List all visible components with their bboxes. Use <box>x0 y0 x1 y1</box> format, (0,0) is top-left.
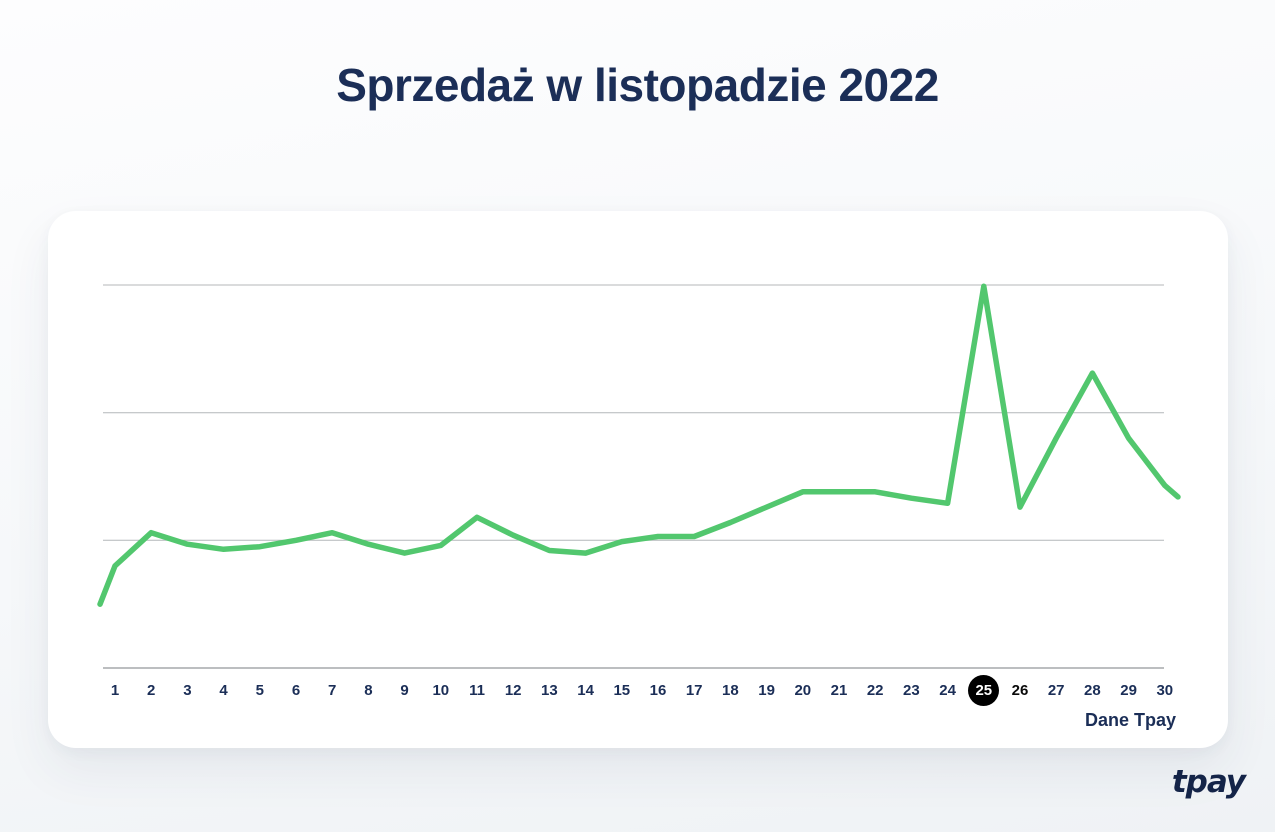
source-label: Dane Tpay <box>1084 710 1176 730</box>
x-axis-label: 21 <box>830 682 848 699</box>
day-25-badge: 25 <box>968 675 1000 706</box>
x-axis-label: 16 <box>649 682 667 699</box>
chart-card: 1 2 3 4 5 6 7 8 9 10 11 12 13 14 15 16 17 18 19 20 21 22 23 24 2… <box>48 211 1228 748</box>
x-axis-label: 27 <box>1047 682 1065 699</box>
x-axis-label: 14 <box>577 682 594 699</box>
x-axis-label: 23 <box>903 682 920 699</box>
x-axis-label: 4 <box>219 682 228 699</box>
x-axis-label: 26 <box>1011 682 1029 699</box>
x-axis-label: 20 <box>794 682 812 699</box>
x-axis-label: 13 <box>541 682 558 699</box>
x-axis-label: 7 <box>328 682 337 699</box>
x-axis-label: 22 <box>866 682 884 699</box>
tpay-logo: tpay <box>1171 764 1246 800</box>
x-axis-label: 24 <box>939 682 956 699</box>
x-axis-label: 3 <box>183 682 192 699</box>
x-axis-label: 9 <box>400 682 409 699</box>
x-axis-label: 29 <box>1120 682 1137 699</box>
x-axis-labels: 1 2 3 4 5 6 7 8 9 10 11 12 13 14 15 16 17 18 19 20 21 22 23 24 2… <box>48 211 1228 748</box>
page-title: Sprzedaż w listopadzie 2022 <box>336 59 939 111</box>
x-axis-label: 15 <box>613 682 631 699</box>
x-axis-label: 30 <box>1156 682 1174 699</box>
x-axis-label: 12 <box>504 682 522 699</box>
x-axis-label: 18 <box>722 682 739 699</box>
x-axis-label: 28 <box>1084 682 1101 699</box>
x-axis-label: 2 <box>147 682 156 699</box>
x-axis-label: 5 <box>255 682 264 699</box>
sales-line-chart <box>97 283 1181 669</box>
x-axis-label: 6 <box>291 682 301 699</box>
x-axis-label: 19 <box>758 682 775 699</box>
x-axis-label: 11 <box>469 682 485 699</box>
x-axis-label: 17 <box>685 682 703 699</box>
x-axis-label: 1 <box>110 682 120 699</box>
x-axis-label: 8 <box>364 682 373 699</box>
x-axis-label: 10 <box>432 682 450 699</box>
